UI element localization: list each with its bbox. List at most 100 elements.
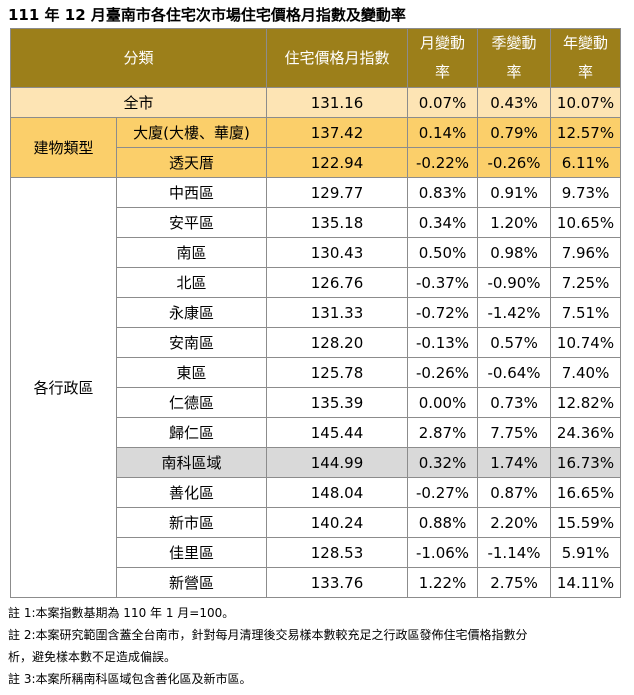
- district-monthly: 0.00%: [407, 387, 479, 418]
- district-quarterly: -1.14%: [477, 537, 552, 568]
- footnotes: 註 1:本案指數基期為 110 年 1 月=100。 註 2:本案研究範圍含蓋全…: [8, 602, 628, 690]
- district-row: 仁德區 135.39 0.00% 0.73% 12.82%: [11, 387, 622, 418]
- header-yearly: 年變動率: [550, 28, 622, 88]
- district-monthly: -0.26%: [407, 357, 479, 388]
- district-name: 仁德區: [115, 387, 268, 418]
- district-yearly: 5.91%: [550, 537, 622, 568]
- district-index: 140.24: [266, 507, 409, 538]
- district-row: 各行政區 中西區 129.77 0.83% 0.91% 9.73%: [10, 177, 622, 598]
- district-row: 新營區 133.76 1.22% 2.75% 14.11%: [11, 567, 622, 598]
- district-quarterly: -0.64%: [477, 357, 552, 388]
- district-yearly: 16.65%: [550, 477, 622, 508]
- district-monthly: 0.50%: [407, 237, 479, 268]
- district-monthly: 0.34%: [407, 207, 479, 238]
- price-index-table: 分類 住宅價格月指數 月變動率 季變動率 年變動率 全市 131.16 0.07…: [9, 28, 622, 598]
- city-quarterly: 0.43%: [477, 87, 552, 118]
- district-index: 131.33: [266, 297, 409, 328]
- district-row: 北區 126.76 -0.37% -0.90% 7.25%: [11, 267, 622, 298]
- building-type-index: 137.42: [266, 117, 409, 148]
- district-quarterly: 1.74%: [477, 447, 552, 478]
- district-name: 南科區域: [115, 447, 268, 478]
- district-group: 各行政區: [10, 177, 117, 598]
- district-quarterly: -1.42%: [477, 297, 552, 328]
- district-yearly: 15.59%: [550, 507, 622, 538]
- district-monthly: 1.22%: [407, 567, 479, 598]
- header-monthly-line2: 率: [435, 63, 451, 81]
- city-index: 131.16: [266, 87, 409, 118]
- district-row: 安平區 135.18 0.34% 1.20% 10.65%: [11, 207, 622, 238]
- district-name: 南區: [115, 237, 268, 268]
- district-yearly: 10.65%: [550, 207, 622, 238]
- district-index: 125.78: [266, 357, 409, 388]
- city-row: 全市 131.16 0.07% 0.43% 10.07%: [9, 87, 622, 118]
- district-name: 安平區: [115, 207, 268, 238]
- district-index: 144.99: [266, 447, 409, 478]
- district-yearly: 12.82%: [550, 387, 622, 418]
- building-type-quarterly: -0.26%: [477, 147, 552, 178]
- district-index: 128.53: [266, 537, 409, 568]
- district-name: 歸仁區: [115, 417, 268, 448]
- building-type-name: 大廈(大樓、華廈): [115, 117, 268, 148]
- district-monthly: -0.13%: [407, 327, 479, 358]
- page-title: 111 年 12 月臺南市各住宅次市場住宅價格月指數及變動率: [8, 6, 406, 24]
- header-row: 分類 住宅價格月指數 月變動率 季變動率 年變動率: [9, 28, 622, 88]
- building-type-row: 透天厝 122.94 -0.22% -0.26% 6.11%: [10, 147, 622, 178]
- district-index: 128.20: [266, 327, 409, 358]
- district-monthly: -0.27%: [407, 477, 479, 508]
- district-monthly: -1.06%: [407, 537, 479, 568]
- header-quarterly: 季變動率: [477, 28, 552, 88]
- district-index: 148.04: [266, 477, 409, 508]
- district-quarterly: 2.20%: [477, 507, 552, 538]
- district-index: 130.43: [266, 237, 409, 268]
- header-index: 住宅價格月指數: [266, 28, 409, 88]
- district-row: 新市區 140.24 0.88% 2.20% 15.59%: [11, 507, 622, 538]
- district-name: 佳里區: [115, 537, 268, 568]
- building-type-monthly: 0.14%: [407, 117, 479, 148]
- district-yearly: 24.36%: [550, 417, 622, 448]
- building-type-monthly: -0.22%: [407, 147, 479, 178]
- district-yearly: 7.96%: [550, 237, 622, 268]
- building-type-yearly: 12.57%: [550, 117, 622, 148]
- district-row: 歸仁區 145.44 2.87% 7.75% 24.36%: [11, 417, 622, 448]
- district-name: 善化區: [115, 477, 268, 508]
- district-quarterly: 0.57%: [477, 327, 552, 358]
- district-quarterly: 1.20%: [477, 207, 552, 238]
- district-monthly: -0.72%: [407, 297, 479, 328]
- district-monthly: 0.88%: [407, 507, 479, 538]
- footnote-3: 註 3:本案所稱南科區域包含善化區及新市區。: [8, 672, 252, 686]
- header-monthly: 月變動率: [407, 28, 479, 88]
- district-name: 東區: [115, 357, 268, 388]
- district-name: 中西區: [115, 177, 268, 208]
- district-name: 新營區: [115, 567, 268, 598]
- header-monthly-line1: 月變動: [420, 34, 466, 52]
- district-quarterly: 0.87%: [477, 477, 552, 508]
- district-index: 135.18: [266, 207, 409, 238]
- district-monthly: 2.87%: [407, 417, 479, 448]
- building-type-group: 建物類型: [10, 117, 117, 178]
- district-yearly: 7.51%: [550, 297, 622, 328]
- footnote-2: 註 2:本案研究範圍含蓋全台南市，針對每月清理後交易樣本數較充足之行政區發佈住宅…: [8, 628, 528, 642]
- city-yearly: 10.07%: [550, 87, 622, 118]
- header-quarterly-line2: 率: [506, 63, 522, 81]
- district-yearly: 9.73%: [550, 177, 622, 208]
- district-name: 安南區: [115, 327, 268, 358]
- header-quarterly-line1: 季變動: [491, 34, 537, 52]
- district-index: 129.77: [266, 177, 409, 208]
- building-type-yearly: 6.11%: [550, 147, 622, 178]
- header-yearly-line2: 率: [578, 63, 594, 81]
- building-type-name: 透天厝: [115, 147, 268, 178]
- building-type-row: 建物類型 大廈(大樓、華廈) 137.42 0.14% 0.79% 12.57%: [10, 117, 622, 178]
- district-row: 東區 125.78 -0.26% -0.64% 7.40%: [11, 357, 622, 388]
- district-row: 南區 130.43 0.50% 0.98% 7.96%: [11, 237, 622, 268]
- city-monthly: 0.07%: [407, 87, 479, 118]
- header-category: 分類: [9, 28, 268, 88]
- district-yearly: 10.74%: [550, 327, 622, 358]
- district-yearly: 7.40%: [550, 357, 622, 388]
- district-monthly: 0.32%: [407, 447, 479, 478]
- district-index: 126.76: [266, 267, 409, 298]
- footnote-2-continued: 析，避免樣本數不足造成偏誤。: [8, 650, 177, 664]
- district-name: 北區: [115, 267, 268, 298]
- district-quarterly: 0.73%: [477, 387, 552, 418]
- district-quarterly: 0.98%: [477, 237, 552, 268]
- district-row: 佳里區 128.53 -1.06% -1.14% 5.91%: [11, 537, 622, 568]
